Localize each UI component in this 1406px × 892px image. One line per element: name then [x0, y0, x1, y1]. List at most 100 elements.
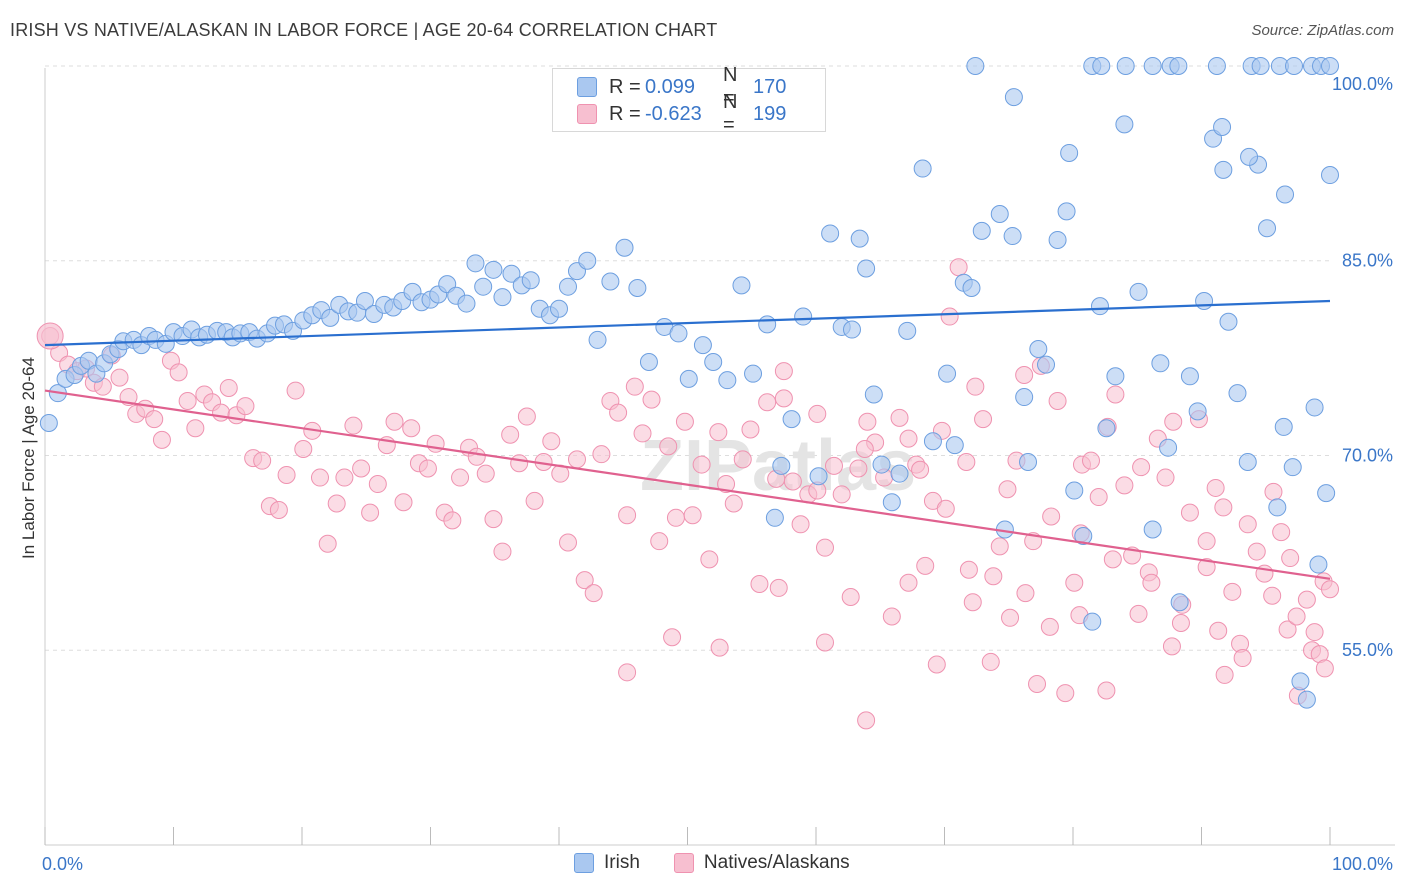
native-point: [899, 573, 918, 592]
native-point: [361, 503, 380, 522]
native-point: [145, 410, 164, 429]
irish-point: [890, 464, 909, 483]
native-point: [666, 508, 685, 527]
native-point: [857, 711, 876, 730]
irish-point: [1060, 143, 1079, 162]
source-label: Source: ZipAtlas.com: [1251, 22, 1394, 39]
native-point: [700, 550, 719, 569]
irish-point: [1115, 115, 1134, 134]
irish-point: [502, 264, 521, 283]
irish-point: [1276, 185, 1295, 204]
native-point: [394, 493, 413, 512]
native-point: [936, 499, 955, 518]
native-point: [212, 403, 231, 422]
native-point: [1238, 515, 1257, 534]
native-point: [575, 571, 594, 590]
irish-trend-line: [44, 299, 1331, 347]
native-point: [110, 368, 129, 387]
irish-point: [1219, 312, 1238, 331]
native-point: [402, 419, 421, 438]
native-point: [650, 532, 669, 551]
native-point: [169, 363, 188, 382]
irish-point: [945, 436, 964, 455]
native-point: [911, 460, 930, 479]
native-point: [1281, 549, 1300, 568]
irish-point: [521, 271, 540, 290]
native-point: [152, 430, 171, 449]
irish-point: [718, 371, 737, 390]
native-point: [1001, 608, 1020, 627]
native-point: [1233, 649, 1252, 668]
native-point: [1247, 542, 1266, 561]
native-point: [663, 628, 682, 647]
irish-point: [1169, 56, 1188, 75]
native-point: [882, 607, 901, 626]
irish-point: [913, 159, 932, 178]
irish-point: [938, 364, 957, 383]
native-point: [815, 538, 834, 557]
native-point: [277, 465, 296, 484]
native-trend-line: [44, 389, 1331, 580]
irish-point: [1065, 481, 1084, 500]
irish-legend-label: Irish: [604, 852, 640, 873]
legend-item-native[interactable]: Natives/Alaskans: [673, 852, 850, 874]
irish-point: [1129, 282, 1148, 301]
native-point: [1129, 604, 1148, 623]
native-points: [36, 258, 1339, 730]
native-point: [769, 578, 788, 597]
native-point: [858, 412, 877, 431]
irish-point: [872, 455, 891, 474]
irish-point: [1015, 388, 1034, 407]
native-point: [467, 447, 486, 466]
x-tick-label: 0.0%: [42, 854, 83, 874]
irish-point: [1074, 526, 1093, 545]
irish-point: [765, 508, 784, 527]
legend-r-label: R =: [609, 102, 641, 125]
irish-point: [704, 353, 723, 371]
y-tick-label: 85.0%: [1342, 251, 1393, 271]
native-point: [675, 412, 694, 431]
native-point: [1197, 558, 1216, 577]
native-point: [625, 377, 644, 396]
native-point: [966, 377, 985, 396]
native-point: [592, 445, 611, 464]
irish-point: [457, 294, 476, 313]
native-point: [1206, 478, 1225, 497]
native-point: [443, 511, 462, 530]
legend-n-label: N =: [723, 64, 738, 109]
native-point: [286, 381, 305, 400]
irish-point: [1251, 56, 1270, 75]
y-axis-label: In Labor Force | Age 20-64: [19, 357, 38, 559]
irish-point: [355, 291, 374, 310]
native-point: [1048, 391, 1067, 410]
native-point: [791, 515, 810, 534]
native-point: [1171, 613, 1190, 632]
native-point: [959, 560, 978, 579]
native-point: [1156, 468, 1175, 487]
irish-point: [1048, 230, 1067, 249]
native-point: [1132, 458, 1151, 477]
legend-item-irish[interactable]: Irish: [574, 852, 640, 874]
native-point: [741, 420, 760, 439]
y-tick-label: 70.0%: [1342, 445, 1393, 465]
native-point: [1164, 412, 1183, 431]
legend-r-value: 0.099: [645, 75, 696, 98]
irish-point: [321, 308, 340, 327]
native-point: [1215, 665, 1234, 684]
native-point: [899, 429, 918, 448]
native-point: [774, 362, 793, 381]
native-point: [186, 419, 205, 438]
native-point: [1162, 637, 1181, 656]
irish-point: [821, 224, 840, 243]
grid-lines: [45, 65, 1330, 651]
native-point: [493, 542, 512, 561]
irish-point: [1214, 160, 1233, 179]
y-tick-label: 100.0%: [1332, 74, 1393, 94]
native-point: [981, 652, 1000, 671]
native-point: [633, 424, 652, 443]
irish-point: [550, 299, 568, 318]
irish-point: [758, 315, 777, 334]
irish-point: [1143, 56, 1162, 75]
native-point: [774, 389, 793, 408]
native-point: [385, 412, 404, 431]
